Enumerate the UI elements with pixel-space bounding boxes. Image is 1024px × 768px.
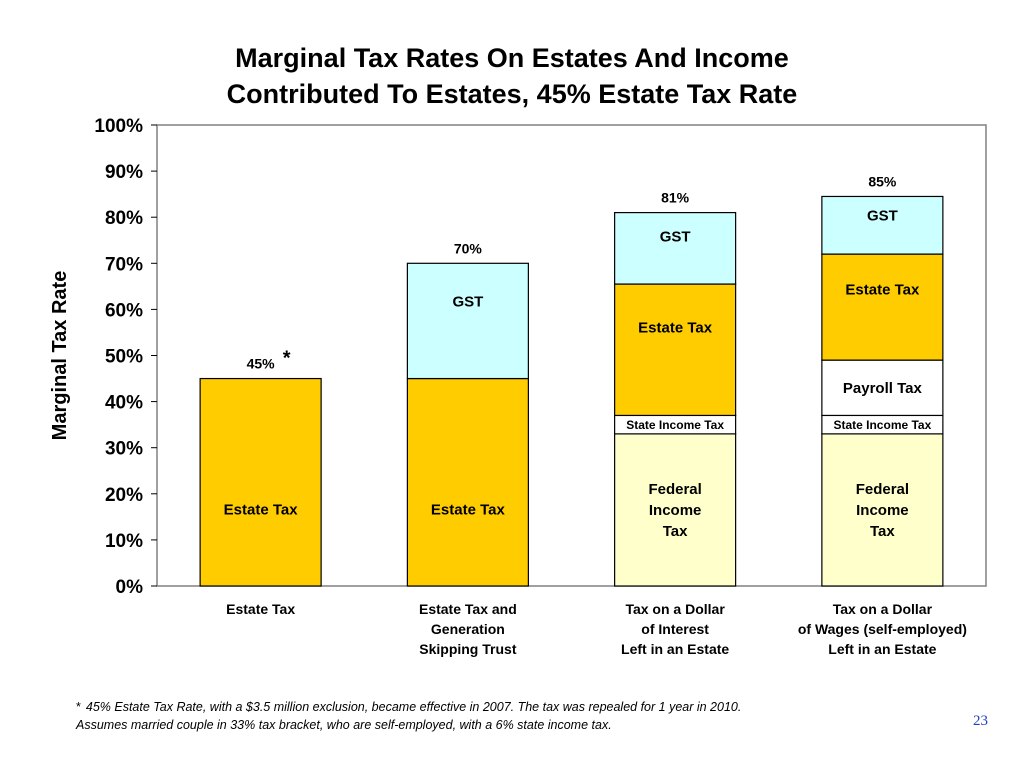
segment-label: Estate Tax [845, 281, 920, 298]
bar-segment [821, 433, 944, 587]
y-tick-label: 0% [116, 577, 144, 598]
bar-segment [199, 377, 322, 587]
category-label: Tax on a Dollar [625, 601, 725, 617]
chart-title-line2: Contributed To Estates, 45% Estate Tax R… [226, 79, 798, 109]
category-label: Tax on a Dollar [833, 601, 933, 617]
category-label: Skipping Trust [419, 641, 517, 657]
y-tick-label: 60% [105, 300, 143, 321]
category-label: of Wages (self-employed) [798, 621, 967, 637]
chart-title-line1: Marginal Tax Rates On Estates And Income [235, 43, 789, 73]
segment-label: GST [660, 228, 691, 245]
segment-label: Estate Tax [431, 501, 506, 518]
bar-segment [614, 433, 737, 587]
segment-label: Tax [870, 523, 895, 540]
footnote-line1: * 45% Estate Tax Rate, with a $3.5 millio… [76, 698, 741, 716]
segment-label: Federal [856, 481, 909, 498]
segment-label: Federal [648, 481, 701, 498]
bar-segment [614, 211, 737, 285]
chart-title: Marginal Tax Rates On Estates And Income… [0, 40, 1024, 112]
footnote-text1: 45% Estate Tax Rate, with a $3.5 million… [85, 700, 742, 714]
segment-label: GST [452, 294, 483, 311]
y-tick-label: 90% [105, 162, 143, 183]
bar-total-label: 81% [661, 190, 690, 206]
segment-label: GST [867, 208, 898, 225]
y-tick-label: 80% [105, 208, 143, 229]
y-tick-label: 40% [105, 393, 143, 414]
segment-label: Income [649, 502, 702, 519]
category-label: Left in an Estate [621, 641, 729, 657]
page-number: 23 [973, 713, 988, 729]
bar-segment [821, 195, 944, 255]
segment-label: State Income Tax [626, 418, 724, 432]
y-tick-label: 20% [105, 485, 143, 506]
y-tick-label: 50% [105, 347, 143, 368]
bar-segment [614, 283, 737, 417]
bar-segment [406, 377, 529, 587]
y-tick-label: 10% [105, 531, 143, 552]
bar-segment [406, 262, 529, 380]
bar-total-label: 45% [247, 356, 276, 372]
category-label: Left in an Estate [828, 641, 936, 657]
segment-label: Estate Tax [224, 501, 299, 518]
bar-total-marker: * [283, 348, 291, 370]
footnote-marker: * [76, 700, 81, 714]
segment-label: Tax [663, 523, 688, 540]
category-label: Generation [431, 621, 505, 637]
category-label: Estate Tax [226, 601, 295, 617]
bar-total-label: 70% [454, 240, 483, 256]
y-tick-label: 100% [94, 116, 143, 137]
segment-label: Payroll Tax [843, 380, 923, 397]
category-label: Estate Tax and [419, 601, 517, 617]
bar-segment [821, 253, 944, 361]
y-tick-label: 30% [105, 439, 143, 460]
segment-label: State Income Tax [833, 418, 931, 432]
bar-total-label: 85% [868, 173, 897, 189]
y-axis-title: Marginal Tax Rate [49, 271, 71, 441]
segment-label: Estate Tax [638, 320, 713, 337]
category-label: of Interest [641, 621, 709, 637]
y-tick-label: 70% [105, 254, 143, 275]
footnote: * 45% Estate Tax Rate, with a $3.5 millio… [76, 698, 741, 734]
footnote-line2: Assumes married couple in 33% tax bracke… [76, 718, 612, 732]
bar-segment [821, 359, 944, 417]
segment-label: Income [856, 502, 909, 519]
